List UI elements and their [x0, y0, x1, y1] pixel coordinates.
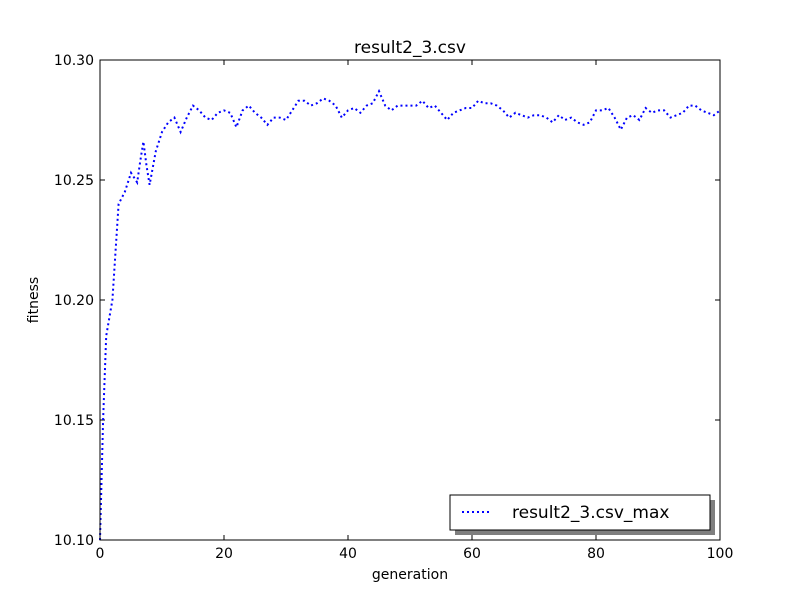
- y-tick-label: 10.20: [54, 293, 94, 309]
- y-tick-label: 10.10: [54, 533, 94, 549]
- x-tick-label: 40: [339, 546, 357, 562]
- x-tick-label: 60: [463, 546, 481, 562]
- y-tick-label: 10.30: [54, 53, 94, 69]
- x-tick-label: 20: [215, 546, 233, 562]
- x-tick-label: 0: [96, 546, 105, 562]
- series-lines: [99, 88, 721, 541]
- y-tick-label: 10.25: [54, 173, 94, 189]
- legend-label: result2_3.csv_max: [512, 503, 669, 523]
- legend-box: [449, 494, 711, 531]
- series-line-0: [99, 88, 721, 541]
- legend: result2_3.csv_max: [449, 494, 715, 535]
- y-tick-label: 10.15: [54, 413, 94, 429]
- plot-frame: [99, 59, 721, 541]
- x-tick-label: 80: [587, 546, 605, 562]
- axis-ticks: 0 20 40 60 80 100 10.10 10.15 10.20 10.25 10.30: [54, 53, 733, 562]
- x-axis-label: generation: [372, 567, 448, 583]
- x-tick-label: 100: [707, 546, 734, 562]
- y-axis-label: fitness: [26, 277, 42, 323]
- chart-title: result2_3.csv: [354, 38, 466, 58]
